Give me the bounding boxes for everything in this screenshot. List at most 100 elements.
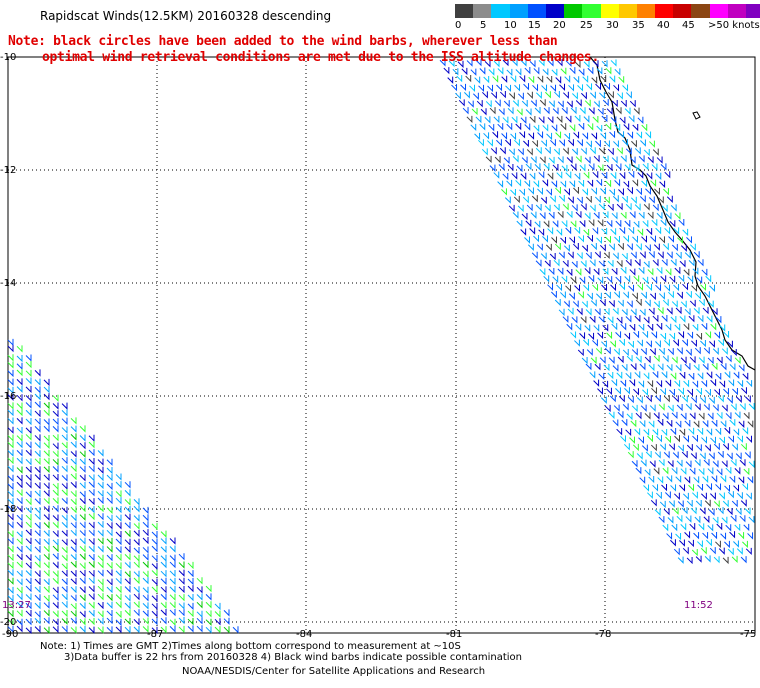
wind-barb: [585, 308, 592, 316]
wind-barb: [639, 420, 646, 428]
wind-barb: [565, 171, 572, 179]
wind-barb: [526, 148, 533, 156]
wind-barb: [124, 498, 131, 506]
wind-barb: [629, 268, 636, 276]
wind-barb: [610, 228, 617, 236]
wind-barb: [654, 395, 661, 403]
wind-barb: [693, 532, 700, 540]
wind-barb: [25, 369, 32, 378]
wind-barb: [529, 172, 536, 181]
wind-barb: [729, 363, 736, 371]
wind-barb: [728, 491, 734, 499]
wind-barb: [466, 59, 473, 67]
wind-barb: [685, 460, 692, 468]
wind-barb: [551, 291, 557, 299]
wind-barb: [61, 441, 68, 450]
wind-barb: [7, 369, 14, 378]
wind-barb: [719, 436, 725, 445]
wind-barb: [682, 228, 689, 237]
wind-barb: [133, 618, 140, 626]
wind-barb: [634, 371, 641, 379]
wind-barb: [25, 417, 32, 426]
wind-barb: [524, 180, 531, 188]
wind-barb: [151, 545, 158, 553]
wind-barb: [25, 514, 32, 522]
wind-barb: [475, 59, 482, 67]
wind-barb: [460, 83, 467, 92]
wind-barb: [678, 275, 685, 283]
wind-barb: [97, 490, 104, 498]
scale-label: 35: [632, 20, 645, 31]
wind-barb: [683, 323, 690, 331]
wind-barb: [537, 131, 544, 139]
wind-barb: [70, 570, 77, 578]
footer-note-1: Note: 1) Times are GMT 2)Times along bot…: [40, 641, 461, 652]
wind-barb: [547, 59, 554, 67]
wind-barb: [489, 107, 496, 115]
wind-barb: [7, 417, 14, 425]
wind-barb: [674, 323, 681, 332]
wind-barb: [25, 361, 32, 369]
wind-barb: [79, 505, 86, 513]
wind-barb: [106, 466, 113, 475]
wind-barb: [714, 388, 720, 396]
wind-barb: [502, 116, 509, 124]
wind-barb: [52, 530, 59, 538]
wind-barb: [665, 491, 671, 499]
wind-barb: [510, 132, 517, 141]
wind-barb: [655, 284, 662, 292]
wind-barb: [697, 259, 704, 267]
lat-label: -16: [0, 391, 17, 402]
wind-barb: [666, 364, 673, 372]
wind-barb: [133, 554, 140, 562]
wind-barb: [567, 307, 574, 316]
wind-barb: [572, 243, 579, 251]
wind-barb: [539, 268, 546, 276]
wind-barb: [61, 489, 68, 497]
wind-barb: [570, 163, 577, 171]
wind-barb: [642, 388, 648, 396]
wind-barb: [545, 243, 552, 252]
wind-barb: [124, 538, 131, 546]
wind-barb: [560, 236, 566, 245]
wind-barb: [133, 593, 140, 601]
wind-barb: [742, 483, 749, 491]
wind-barb: [656, 323, 663, 331]
wind-barb: [528, 187, 534, 195]
wind-barb: [714, 331, 721, 339]
wind-barb: [661, 371, 668, 379]
wind-barb: [160, 561, 167, 569]
wind-barb: [734, 356, 741, 365]
wind-barb: [566, 100, 573, 108]
wind-barb: [748, 403, 755, 411]
wind-barb: [701, 492, 707, 500]
wind-barb: [620, 379, 627, 388]
wind-barb: [601, 172, 608, 180]
wind-barb: [729, 531, 736, 539]
wind-barb: [519, 188, 525, 197]
wind-barb: [703, 515, 710, 524]
wind-barb: [690, 507, 697, 515]
wind-barb: [576, 196, 583, 205]
wind-barb: [575, 211, 582, 219]
wind-barb: [625, 203, 632, 211]
wind-barb: [566, 156, 573, 164]
wind-barb: [711, 308, 718, 316]
wind-barb: [548, 156, 555, 165]
wind-barb: [645, 131, 652, 139]
wind-barb: [673, 548, 680, 556]
wind-barb: [642, 220, 649, 228]
wind-barb: [614, 291, 620, 299]
wind-barb: [25, 466, 32, 474]
wind-barb: [7, 378, 14, 386]
scale-swatch: [509, 4, 528, 18]
wind-barb: [564, 188, 570, 196]
wind-barb: [719, 492, 725, 500]
wind-barb: [196, 593, 203, 601]
wind-barb: [682, 339, 688, 347]
wind-barb: [716, 468, 723, 476]
wind-barb: [590, 91, 596, 99]
wind-barb: [725, 467, 732, 475]
wind-barb: [639, 308, 646, 317]
wind-barb: [106, 554, 113, 562]
